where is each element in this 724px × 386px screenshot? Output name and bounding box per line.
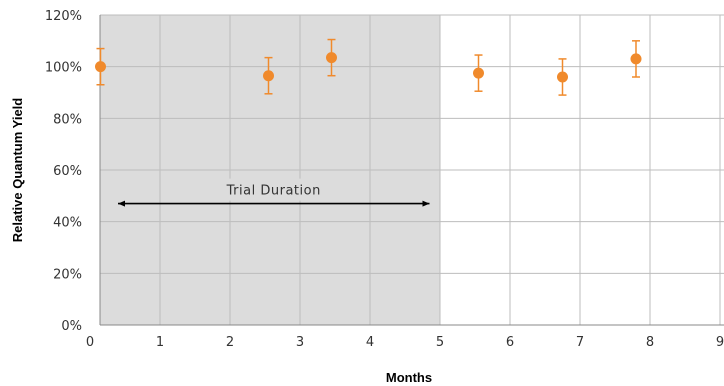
x-tick-labels: 0 1 2 3 4 5 6 7 8 9 [86,335,724,350]
trial-duration-label-bg [203,178,344,201]
data-point-1 [263,56,274,95]
y-tick-label-0: 0% [61,319,82,334]
marker-2 [326,52,337,64]
marker-5 [630,53,642,65]
y-tick-label-5: 100% [45,61,82,76]
data-point-4 [557,58,568,96]
data-points [95,38,642,96]
data-point-2 [326,38,337,77]
marker-4 [557,71,568,83]
x-tick-label-8: 8 [646,335,654,350]
x-tick-label-5: 5 [436,335,444,350]
y-tick-labels: 0% 20% 40% 60% 80% 100% 120% [45,9,82,334]
y-tick-label-3: 60% [53,164,82,179]
x-tick-label-6: 6 [506,335,514,350]
x-tick-label-7: 7 [576,335,584,350]
marker-1 [263,70,274,82]
grid-lines [100,14,724,325]
y-tick-label-2: 40% [53,216,82,231]
x-tick-label-0: 0 [86,335,94,350]
x-tick-label-9: 9 [716,335,724,350]
x-tick-label-3: 3 [296,335,304,350]
y-tick-label-1: 20% [53,267,82,282]
x-tick-label-1: 1 [156,335,164,350]
y-tick-label-4: 80% [53,112,82,127]
x-tick-label-4: 4 [366,335,374,350]
data-point-0 [95,47,106,86]
trial-duration-annotation: Trial Duration [118,178,430,207]
y-axis-title: Relative Quantum Yield [10,98,25,243]
y-tick-label-6: 120% [45,9,82,24]
data-point-5 [630,40,642,78]
trial-duration-label: Trial Duration [226,184,321,199]
marker-3 [473,67,484,79]
x-tick-label-2: 2 [226,335,234,350]
x-axis-title: Months [386,370,432,385]
marker-0 [95,61,106,73]
data-point-3 [473,54,484,92]
